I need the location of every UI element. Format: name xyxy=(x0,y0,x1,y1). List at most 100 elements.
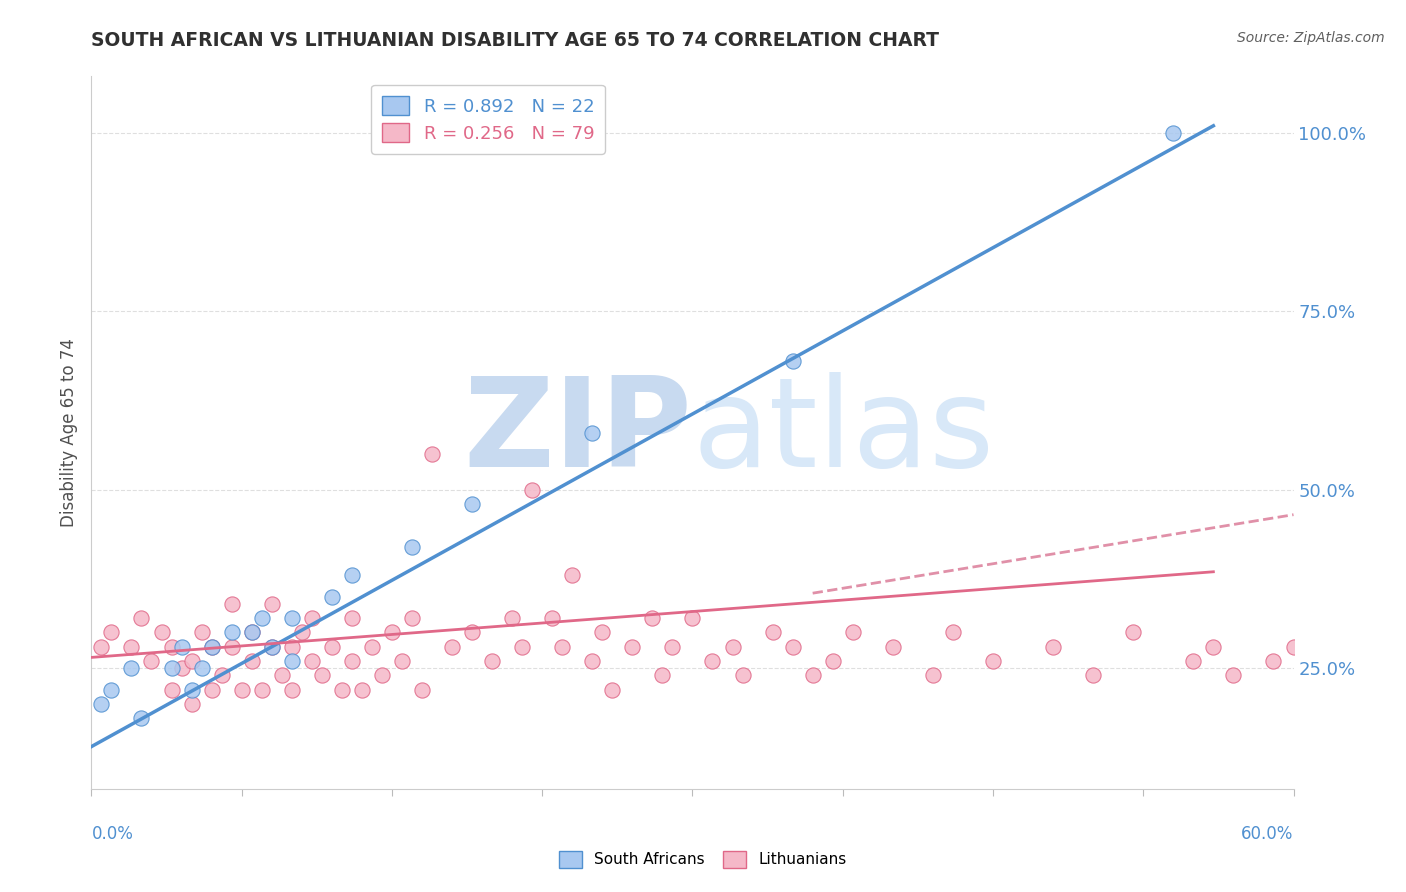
Point xyxy=(651,668,673,682)
Text: Source: ZipAtlas.com: Source: ZipAtlas.com xyxy=(1237,31,1385,45)
Point xyxy=(141,654,163,668)
Point xyxy=(321,590,343,604)
Point xyxy=(621,640,644,654)
Point xyxy=(1182,654,1205,668)
Point xyxy=(240,625,263,640)
Point xyxy=(340,611,363,625)
Point xyxy=(882,640,904,654)
Point xyxy=(841,625,863,640)
Point xyxy=(1042,640,1064,654)
Point xyxy=(522,483,544,497)
Point xyxy=(221,625,243,640)
Point xyxy=(201,682,224,697)
Legend: R = 0.892   N = 22, R = 0.256   N = 79: R = 0.892 N = 22, R = 0.256 N = 79 xyxy=(371,85,605,153)
Point xyxy=(1263,654,1285,668)
Point xyxy=(1122,625,1144,640)
Point xyxy=(801,668,824,682)
Point xyxy=(90,640,112,654)
Point xyxy=(281,682,304,697)
Point xyxy=(821,654,844,668)
Point xyxy=(762,625,785,640)
Point xyxy=(401,611,423,625)
Point xyxy=(260,640,283,654)
Point xyxy=(721,640,744,654)
Point xyxy=(782,640,804,654)
Point xyxy=(1163,126,1185,140)
Point xyxy=(350,682,373,697)
Point xyxy=(1202,640,1225,654)
Point xyxy=(100,625,122,640)
Point xyxy=(190,625,212,640)
Point xyxy=(551,640,574,654)
Point xyxy=(231,682,253,697)
Point xyxy=(401,540,423,554)
Point xyxy=(381,625,404,640)
Text: ZIP: ZIP xyxy=(464,372,692,493)
Point xyxy=(240,654,263,668)
Point xyxy=(501,611,523,625)
Point xyxy=(461,625,484,640)
Point xyxy=(782,354,804,368)
Text: SOUTH AFRICAN VS LITHUANIAN DISABILITY AGE 65 TO 74 CORRELATION CHART: SOUTH AFRICAN VS LITHUANIAN DISABILITY A… xyxy=(91,31,939,50)
Point xyxy=(180,654,202,668)
Point xyxy=(250,682,273,697)
Point xyxy=(661,640,683,654)
Point xyxy=(311,668,333,682)
Point xyxy=(641,611,664,625)
Point xyxy=(281,640,304,654)
Point xyxy=(561,568,583,582)
Point xyxy=(170,661,193,675)
Point xyxy=(291,625,314,640)
Point xyxy=(260,597,283,611)
Point xyxy=(221,597,243,611)
Point xyxy=(340,568,363,582)
Point xyxy=(170,640,193,654)
Point xyxy=(461,497,484,511)
Point xyxy=(581,654,603,668)
Point xyxy=(411,682,433,697)
Point xyxy=(301,654,323,668)
Text: atlas: atlas xyxy=(692,372,994,493)
Point xyxy=(160,682,183,697)
Point xyxy=(1083,668,1105,682)
Point xyxy=(190,661,212,675)
Point xyxy=(510,640,533,654)
Point xyxy=(131,711,153,725)
Point xyxy=(270,668,292,682)
Point xyxy=(922,668,945,682)
Point xyxy=(121,661,143,675)
Text: 60.0%: 60.0% xyxy=(1241,825,1294,843)
Point xyxy=(201,640,224,654)
Point xyxy=(1222,668,1244,682)
Point xyxy=(360,640,382,654)
Point xyxy=(201,640,224,654)
Point xyxy=(90,697,112,711)
Point xyxy=(150,625,173,640)
Point xyxy=(281,654,304,668)
Point xyxy=(942,625,965,640)
Point xyxy=(180,682,202,697)
Point xyxy=(221,640,243,654)
Point xyxy=(211,668,233,682)
Point xyxy=(180,697,202,711)
Point xyxy=(391,654,413,668)
Point xyxy=(371,668,394,682)
Point xyxy=(581,425,603,440)
Point xyxy=(160,640,183,654)
Point xyxy=(240,625,263,640)
Text: 0.0%: 0.0% xyxy=(91,825,134,843)
Point xyxy=(541,611,564,625)
Point xyxy=(420,447,443,461)
Point xyxy=(131,611,153,625)
Point xyxy=(330,682,353,697)
Point xyxy=(340,654,363,668)
Legend: South Africans, Lithuanians: South Africans, Lithuanians xyxy=(553,845,853,873)
Point xyxy=(121,640,143,654)
Point xyxy=(591,625,613,640)
Point xyxy=(281,611,304,625)
Point xyxy=(981,654,1004,668)
Point xyxy=(260,640,283,654)
Point xyxy=(681,611,703,625)
Point xyxy=(301,611,323,625)
Point xyxy=(321,640,343,654)
